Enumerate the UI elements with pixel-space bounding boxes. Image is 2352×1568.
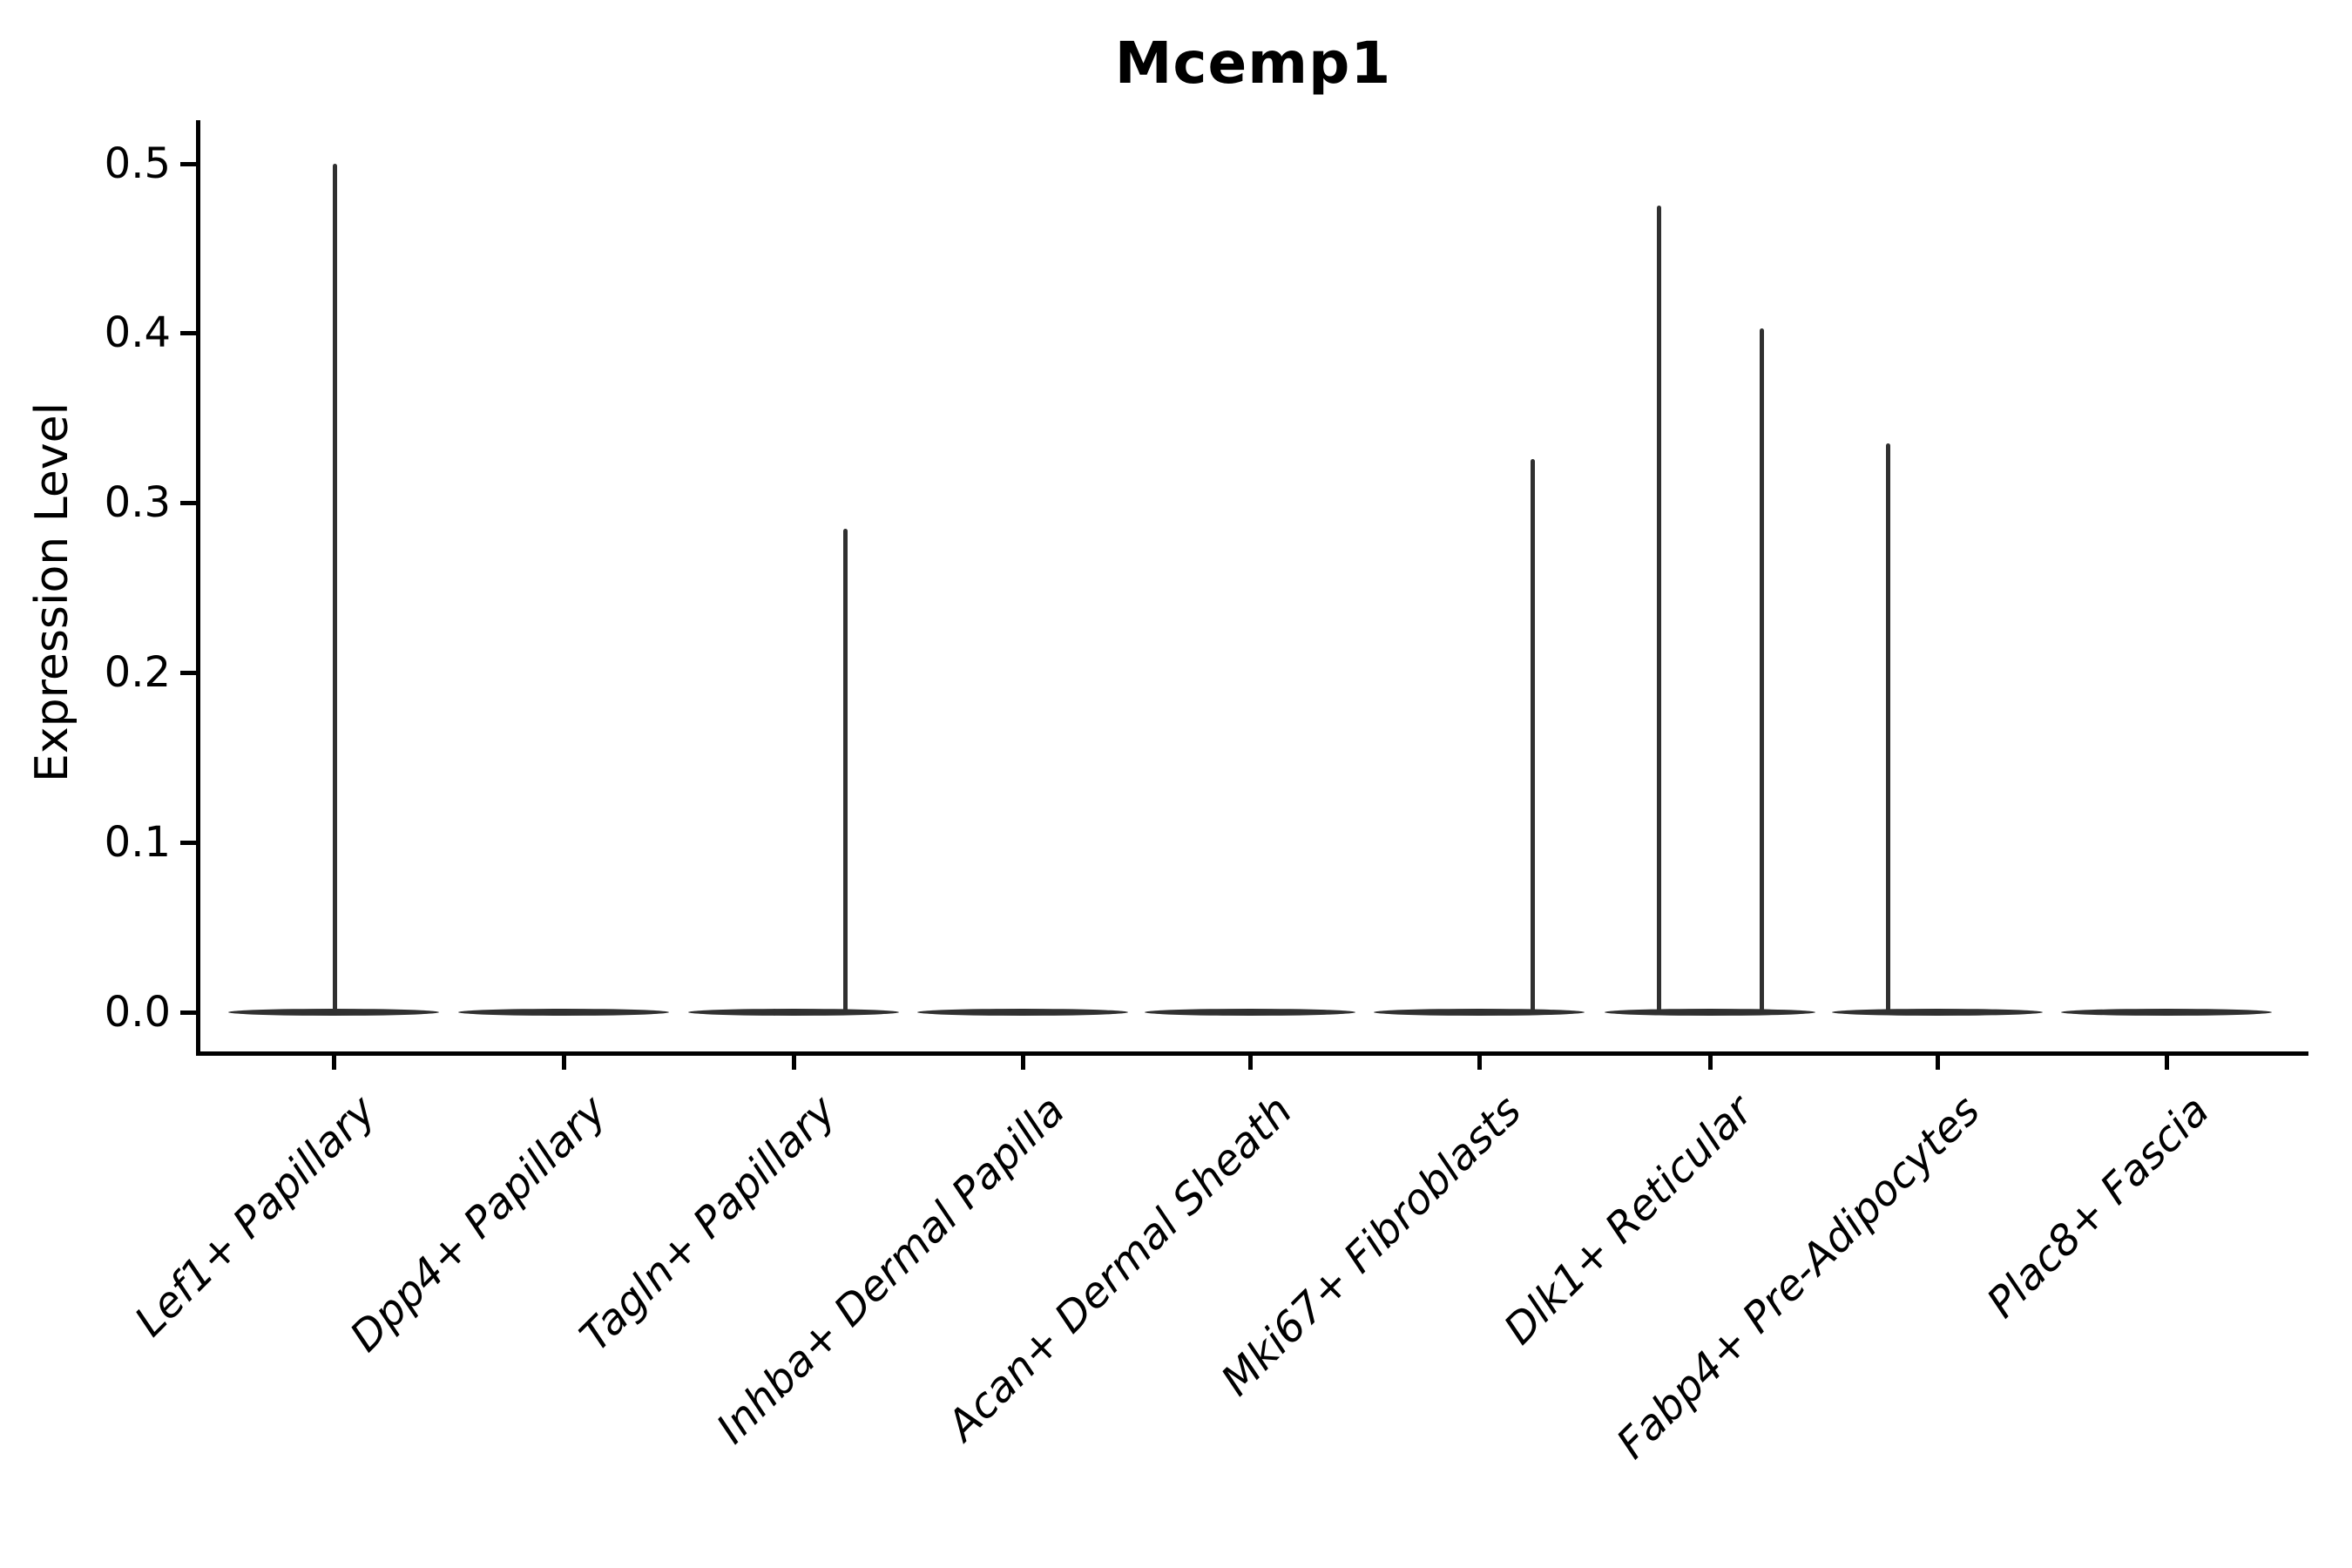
x-tick-0 xyxy=(332,1056,336,1070)
x-tick-8 xyxy=(2165,1056,2169,1070)
violin-body-3 xyxy=(917,1009,1128,1016)
violin-body-4 xyxy=(1145,1009,1355,1016)
y-tick-0 xyxy=(180,1010,196,1015)
violin-body-7 xyxy=(1832,1009,2043,1016)
violin-body-2 xyxy=(688,1009,899,1016)
x-tick-5 xyxy=(1477,1056,1482,1070)
x-tick-label-1: Dpp4+ Papillary xyxy=(341,1086,616,1362)
violin-spike-6-1 xyxy=(1759,328,1764,1012)
y-tick-4 xyxy=(180,331,196,336)
violin-spike-0-0 xyxy=(332,163,337,1012)
bottom-spine xyxy=(196,1051,2308,1056)
x-tick-2 xyxy=(792,1056,796,1070)
violin-body-8 xyxy=(2061,1009,2272,1016)
violin-spike-5-0 xyxy=(1530,458,1535,1012)
violin-spike-7-0 xyxy=(1885,443,1890,1012)
x-tick-label-6: Dlk1+ Reticular xyxy=(1494,1086,1762,1355)
violin-body-5 xyxy=(1374,1009,1585,1016)
x-tick-6 xyxy=(1708,1056,1713,1070)
y-tick-label-1: 0.1 xyxy=(104,818,171,868)
y-tick-label-4: 0.4 xyxy=(104,308,171,358)
y-tick-2 xyxy=(180,671,196,676)
y-tick-5 xyxy=(180,161,196,166)
x-tick-label-7: Fabp4+ Pre-Adipocytes xyxy=(1607,1086,1990,1469)
x-tick-label-0: Lef1+ Papillary xyxy=(125,1086,386,1347)
y-tick-3 xyxy=(180,501,196,506)
y-tick-label-0: 0.0 xyxy=(104,988,171,1037)
violin-body-0 xyxy=(228,1009,439,1016)
y-tick-1 xyxy=(180,841,196,846)
violin-spike-6-0 xyxy=(1656,206,1661,1012)
y-tick-label-5: 0.5 xyxy=(104,139,171,188)
x-tick-1 xyxy=(562,1056,566,1070)
plot-title: Mcemp1 xyxy=(1114,30,1392,97)
x-tick-3 xyxy=(1021,1056,1025,1070)
violin-body-1 xyxy=(458,1009,669,1016)
y-tick-label-3: 0.3 xyxy=(104,478,171,528)
y-tick-label-2: 0.2 xyxy=(104,648,171,698)
y-axis-label: Expression Level xyxy=(26,402,78,783)
x-tick-label-2: Tagln+ Papillary xyxy=(571,1086,846,1362)
violin-spike-2-0 xyxy=(842,528,848,1012)
violin-body-6 xyxy=(1605,1009,1815,1016)
x-tick-4 xyxy=(1248,1056,1253,1070)
left-spine xyxy=(196,120,200,1056)
x-tick-label-8: Plac8+ Fascia xyxy=(1977,1086,2219,1328)
x-tick-7 xyxy=(1936,1056,1940,1070)
